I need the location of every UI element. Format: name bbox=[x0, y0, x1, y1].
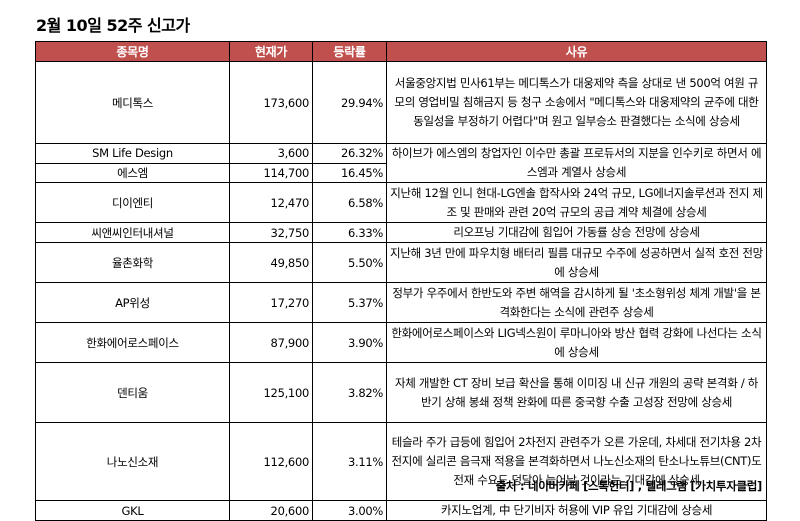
stock-price: 114,700 bbox=[229, 162, 313, 183]
table-row: 나노신소재 112,600 3.11% 테슬라 주가 급등에 힘입어 2차전지 … bbox=[35, 422, 767, 501]
table-row: SM Life Design 3,600 26.32% 하이브가 에스엠의 창업… bbox=[35, 143, 767, 183]
stock-reason: 정부가 우주에서 한반도와 주변 해역을 감시하게 될 '초소형위성 체계 개발… bbox=[386, 282, 767, 323]
stock-change: 3.90% bbox=[312, 322, 387, 363]
stock-name: 디이엔티 bbox=[35, 182, 230, 223]
stock-change: 16.45% bbox=[312, 162, 387, 183]
stock-price: 112,600 bbox=[229, 422, 313, 501]
stock-change: 6.58% bbox=[312, 182, 387, 223]
stock-price: 87,900 bbox=[229, 322, 313, 363]
stock-table: 종목명 현재가 등락률 사유 메디톡스 173,600 29.94% 서울중앙지… bbox=[35, 41, 767, 521]
stock-change: 5.37% bbox=[312, 282, 387, 323]
table-row: AP위성 17,270 5.37% 정부가 우주에서 한반도와 주변 해역을 감… bbox=[35, 282, 767, 323]
table-row: 율촌화학 49,850 5.50% 지난해 3년 만에 파우치형 배터리 필름 … bbox=[35, 242, 767, 283]
stock-price: 17,270 bbox=[229, 282, 313, 323]
stock-reason: 한화에어로스페이스와 LIG넥스원이 루마니아와 방산 협력 강화에 나선다는 … bbox=[386, 322, 767, 363]
stock-price: 173,600 bbox=[229, 61, 313, 144]
table-row: 메디톡스 173,600 29.94% 서울중앙지법 민사61부는 메디톡스가 … bbox=[35, 61, 767, 144]
stock-reason: 하이브가 에스엠의 창업자인 이수만 총괄 프로듀서의 지분을 인수키로 하면서… bbox=[386, 143, 767, 183]
stock-name: 에스엠 bbox=[35, 162, 230, 183]
stock-reason: 자체 개발한 CT 장비 보급 확산을 통해 이미징 내 신규 개원의 공략 본… bbox=[386, 362, 767, 423]
stock-price: 12,470 bbox=[229, 182, 313, 223]
stock-price: 3,600 bbox=[229, 143, 313, 164]
page-title: 2월 10일 52주 신고가 bbox=[36, 16, 190, 35]
stock-reason: 지난해 12월 인니 현대-LG엔솔 합작사와 24억 규모, LG에너지솔루션… bbox=[386, 182, 767, 223]
header-reason: 사유 bbox=[386, 41, 767, 62]
stock-name: AP위성 bbox=[35, 282, 230, 323]
stock-name: 나노신소재 bbox=[35, 422, 230, 501]
table-row: 한화에어로스페이스 87,900 3.90% 한화에어로스페이스와 LIG넥스원… bbox=[35, 322, 767, 363]
stock-name: 메디톡스 bbox=[35, 61, 230, 144]
stock-name: 덴티움 bbox=[35, 362, 230, 423]
stock-name: 씨앤씨인터내셔널 bbox=[35, 222, 230, 243]
stock-price: 49,850 bbox=[229, 242, 313, 283]
stock-change: 3.82% bbox=[312, 362, 387, 423]
stock-reason: 리오프닝 기대감에 힘입어 가동률 상승 전망에 상승세 bbox=[386, 222, 767, 243]
header-name: 종목명 bbox=[35, 41, 230, 62]
table-row: 디이엔티 12,470 6.58% 지난해 12월 인니 현대-LG엔솔 합작사… bbox=[35, 182, 767, 223]
table-row: 덴티움 125,100 3.82% 자체 개발한 CT 장비 보급 확산을 통해… bbox=[35, 362, 767, 423]
stock-reason: 지난해 3년 만에 파우치형 배터리 필름 대규모 수주에 성공하면서 실적 호… bbox=[386, 242, 767, 283]
stock-name: 한화에어로스페이스 bbox=[35, 322, 230, 363]
stock-price: 32,750 bbox=[229, 222, 313, 243]
table-header-row: 종목명 현재가 등락률 사유 bbox=[35, 41, 767, 62]
table-row: 씨앤씨인터내셔널 32,750 6.33% 리오프닝 기대감에 힘입어 가동률 … bbox=[35, 222, 767, 243]
stock-change: 6.33% bbox=[312, 222, 387, 243]
stock-change: 29.94% bbox=[312, 61, 387, 144]
header-price: 현재가 bbox=[229, 41, 313, 62]
stock-name: SM Life Design bbox=[35, 143, 230, 164]
stock-reason: 서울중앙지법 민사61부는 메디톡스가 대웅제약 측을 상대로 낸 500억 여… bbox=[386, 61, 767, 144]
stock-name: 율촌화학 bbox=[35, 242, 230, 283]
header-change: 등락률 bbox=[312, 41, 387, 62]
stock-reason: 테슬라 주가 급등에 힘입어 2차전지 관련주가 오른 가운데, 차세대 전기차… bbox=[386, 422, 767, 501]
source-note: 출처 : 네이버카페 [스톡헌터] , 텔레그램 [가치투자클럽] bbox=[495, 479, 763, 493]
stock-change: 26.32% bbox=[312, 143, 387, 164]
stock-change: 5.50% bbox=[312, 242, 387, 283]
stock-price: 125,100 bbox=[229, 362, 313, 423]
stock-change: 3.11% bbox=[312, 422, 387, 501]
